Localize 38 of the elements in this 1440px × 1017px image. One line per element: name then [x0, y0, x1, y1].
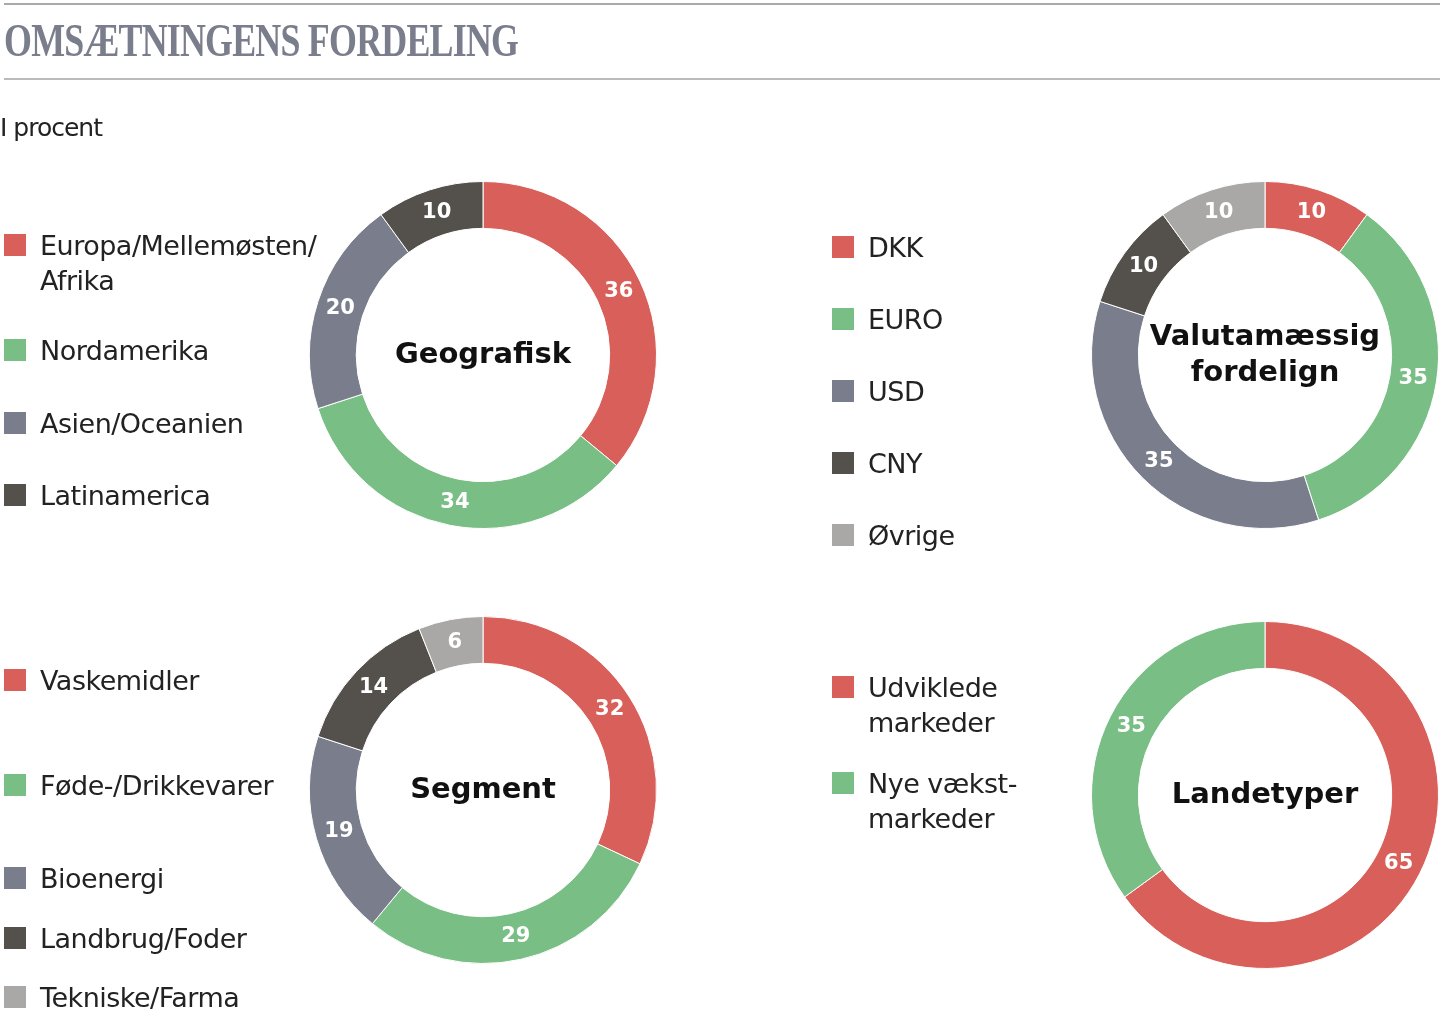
text: I procent	[0, 113, 102, 142]
data-label: 10	[1296, 198, 1326, 223]
data-label: 20	[325, 295, 355, 320]
legend-label: Vaskemidler	[40, 664, 199, 698]
data-label: 36	[604, 277, 634, 302]
text: Geografisk	[394, 335, 572, 370]
data-label: 6	[447, 629, 463, 654]
legend-label: CNY	[868, 447, 923, 481]
data-label: 29	[501, 922, 531, 947]
text: Segment	[410, 770, 556, 805]
legend-label: Føde-/Drikkevarer	[40, 769, 274, 803]
legend-label: DKK	[868, 231, 923, 265]
text: Landetyper	[1171, 775, 1359, 810]
text: OMSÆTNINGENS FORDELING	[4, 14, 519, 67]
legend-label: Asien/Oceanien	[40, 407, 244, 441]
legend-label: Nordamerika	[40, 334, 209, 368]
legend-label: Tekniske/Farma	[40, 981, 240, 1015]
text: Valutamæssig fordelign	[1149, 317, 1381, 388]
legend-label: EURO	[868, 303, 943, 337]
data-label: 32	[595, 696, 625, 721]
legend-label: Øvrige	[868, 519, 955, 553]
data-label: 34	[440, 488, 470, 513]
data-label: 19	[324, 818, 354, 843]
data-label: 35	[1144, 447, 1174, 472]
data-label: 10	[422, 198, 452, 223]
legend-label: Bioenergi	[40, 862, 164, 896]
legend-label: Udviklede markeder	[868, 671, 999, 740]
legend-label: Nye vækst-markeder	[868, 767, 1018, 836]
data-label: 10	[1204, 198, 1234, 223]
data-label: 35	[1398, 364, 1428, 389]
legend-label: USD	[868, 375, 925, 409]
data-label: 65	[1384, 849, 1414, 874]
legend-label: Latinamerica	[40, 479, 211, 513]
legend-label: Landbrug/Foder	[40, 922, 247, 956]
data-label: 10	[1128, 253, 1159, 278]
data-label: 35	[1116, 713, 1146, 738]
legend-label: Europa/Mellemøsten/Afrika	[40, 230, 317, 296]
data-label: 14	[358, 673, 389, 698]
